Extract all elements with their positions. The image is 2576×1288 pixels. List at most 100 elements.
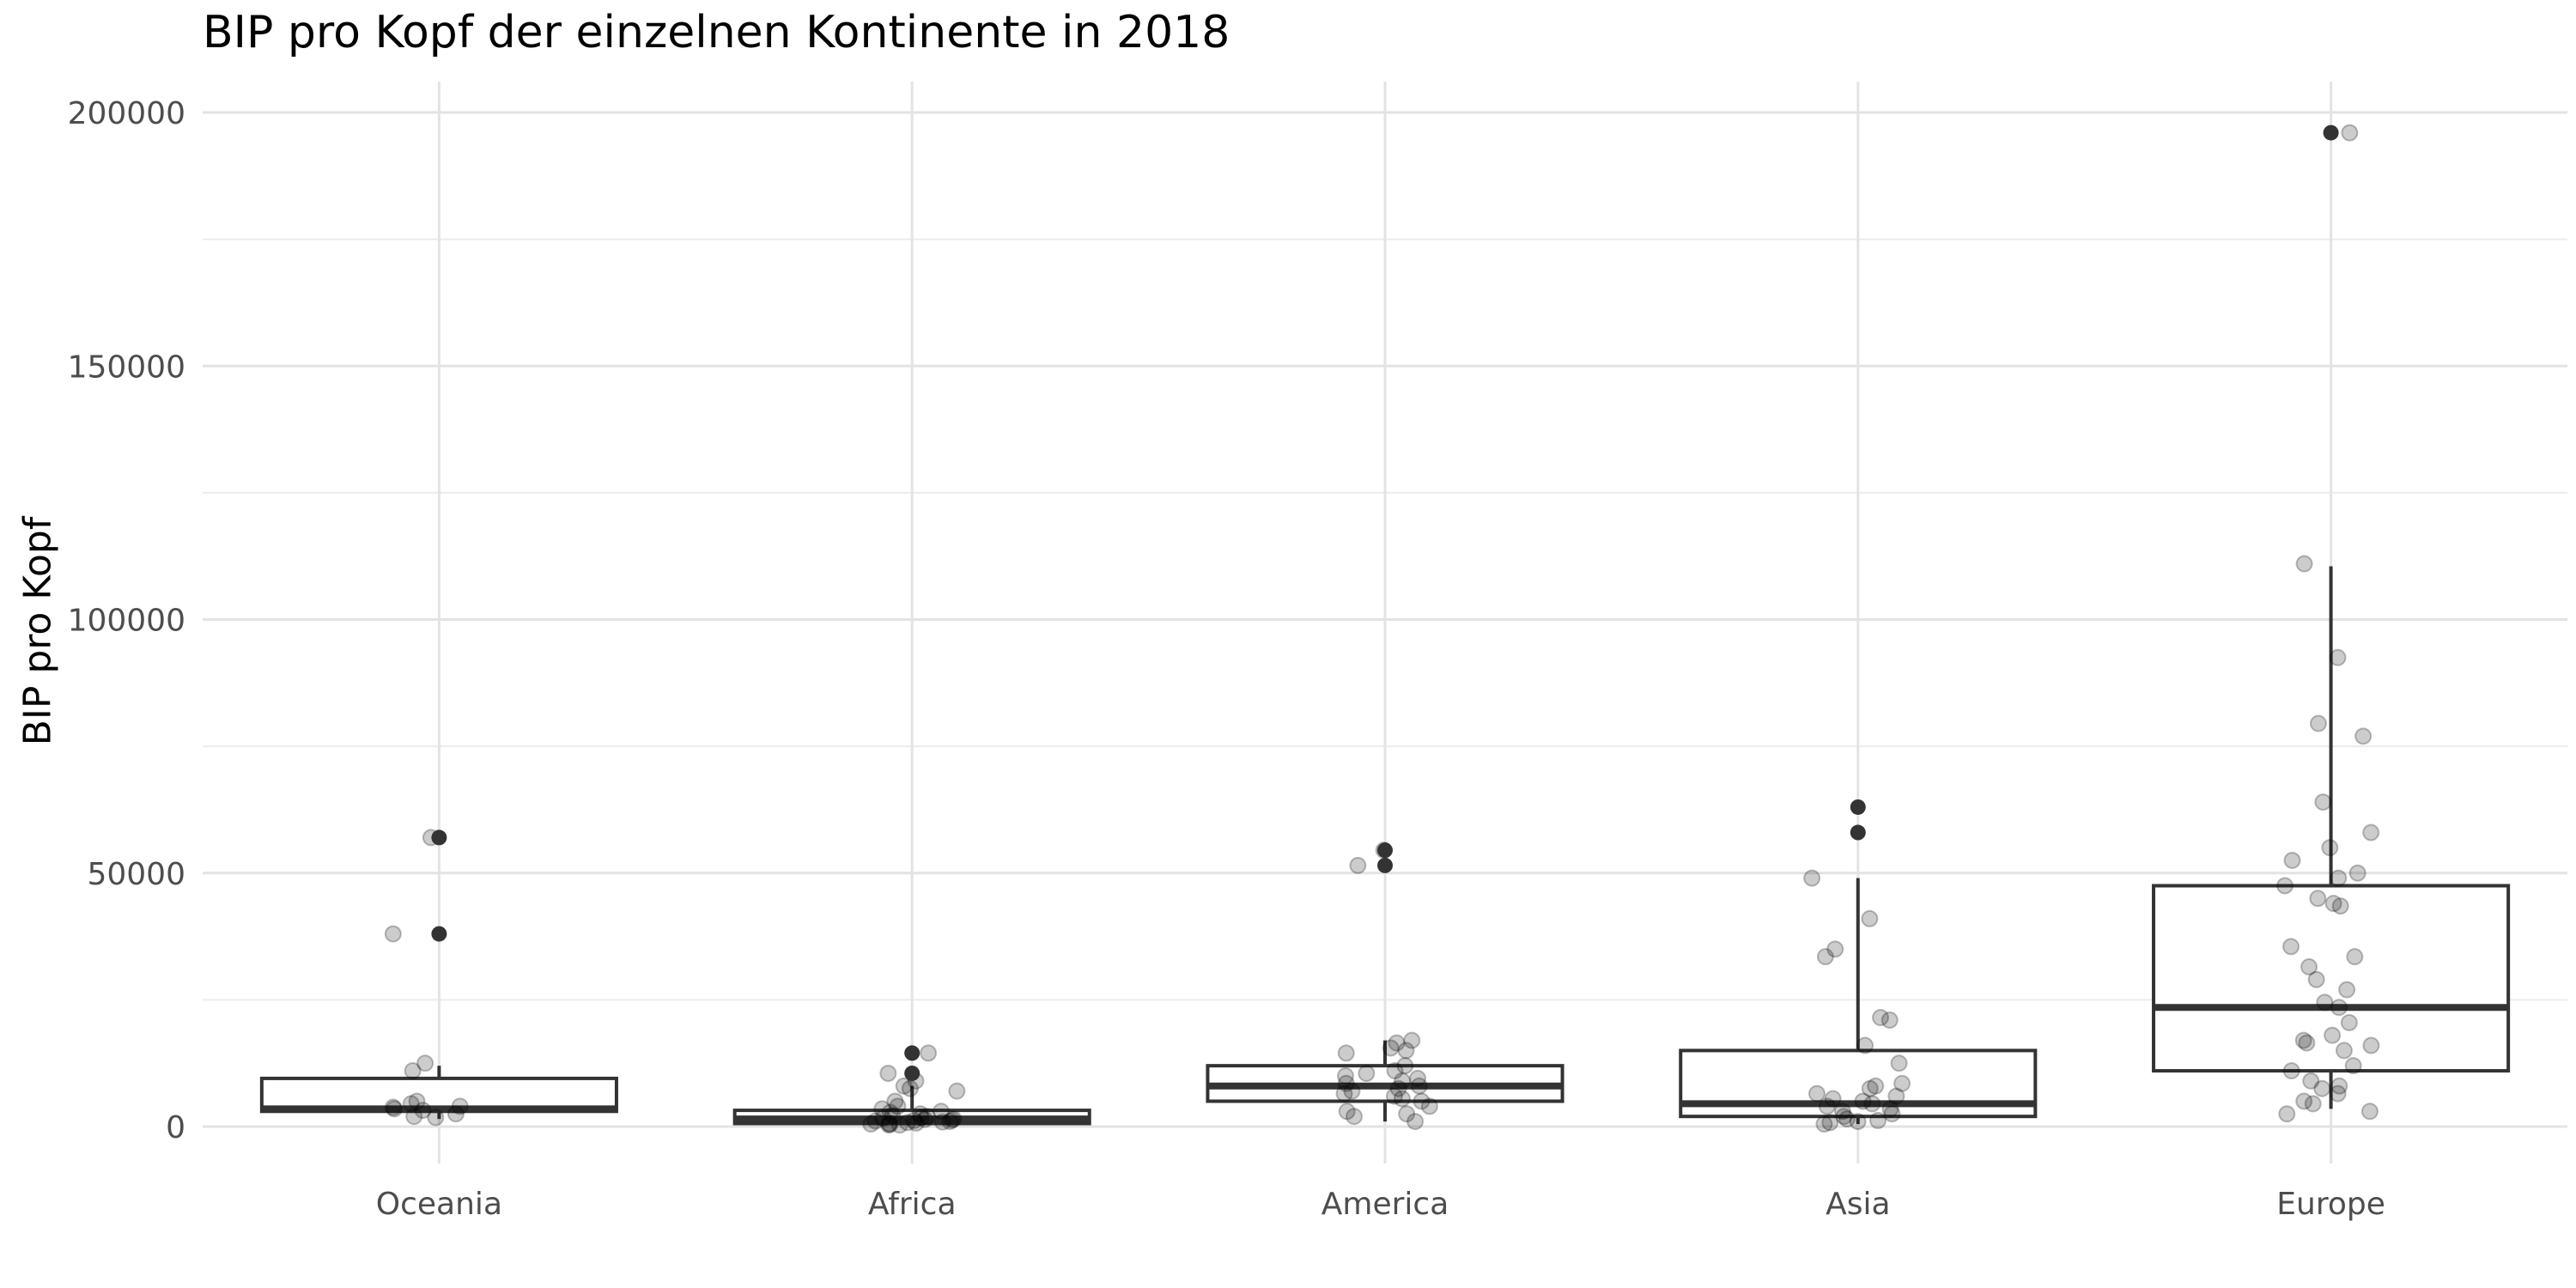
jitter-point	[933, 1113, 951, 1131]
jitter-point	[1867, 1077, 1885, 1095]
jitter-point	[1838, 1110, 1856, 1128]
jitter-point	[2331, 897, 2349, 915]
jitter-point	[2309, 714, 2327, 732]
jitter-point	[1880, 1011, 1899, 1029]
outlier-point	[1850, 824, 1866, 841]
jitter-point	[2313, 1079, 2331, 1097]
jitter-point	[402, 1095, 420, 1113]
jitter-point	[427, 1109, 445, 1127]
jitter-point	[1816, 948, 1834, 966]
jitter-point	[1807, 1084, 1826, 1103]
jitter-point	[2341, 124, 2359, 142]
jitter-point	[1872, 1009, 1890, 1027]
outlier-point	[1850, 799, 1866, 815]
jitter-point	[1833, 1103, 1851, 1121]
jitter-point	[2330, 999, 2348, 1017]
jitter-point	[2330, 1077, 2348, 1095]
jitter-point	[2300, 957, 2318, 975]
jitter-point	[1803, 869, 1821, 887]
outlier-point	[1377, 857, 1393, 873]
jitter-point	[1386, 1062, 1404, 1080]
jitter-point	[1393, 1090, 1411, 1108]
jitter-point	[890, 1116, 908, 1134]
jitter-point	[1818, 1097, 1836, 1115]
jitter-point	[1863, 1095, 1881, 1113]
jitter-point	[2295, 1092, 2313, 1110]
jitter-point	[886, 1092, 904, 1110]
chart-title: BIP pro Kopf der einzelnen Kontinente in…	[203, 7, 1230, 58]
jitter-point	[2304, 1095, 2322, 1113]
jitter-point	[2329, 648, 2347, 666]
jitter-point	[1821, 1114, 1839, 1132]
jitter-point	[901, 1079, 919, 1097]
jitter-point	[1893, 1074, 1911, 1092]
jitter-point	[1824, 1090, 1842, 1108]
x-tick-label: Europe	[2276, 1187, 2385, 1222]
jitter-point	[2298, 1034, 2316, 1052]
jitter-point	[866, 1112, 884, 1130]
x-tick-label: Asia	[1826, 1187, 1890, 1222]
jitter-point	[2307, 970, 2325, 988]
jitter-point	[879, 1064, 897, 1082]
jitter-point	[916, 1110, 934, 1128]
jitter-point	[1398, 1105, 1416, 1123]
outlier-point	[904, 1045, 920, 1061]
jitter-point	[1883, 1105, 1901, 1123]
jitter-point	[1854, 1092, 1872, 1110]
jitter-point	[2302, 1072, 2320, 1090]
jitter-point	[1856, 1036, 1874, 1054]
outlier-point	[431, 829, 447, 846]
jitter-point	[945, 1110, 963, 1128]
jitter-point	[1349, 856, 1367, 874]
jitter-point	[416, 1054, 434, 1072]
outlier-point	[431, 926, 447, 942]
box-europe	[2152, 884, 2511, 1073]
jitter-point	[907, 1114, 925, 1132]
jitter-point	[2321, 839, 2339, 857]
jitter-point	[880, 1115, 898, 1133]
jitter-point	[1420, 1097, 1438, 1115]
jitter-point	[905, 1111, 923, 1129]
jitter-point	[386, 1100, 404, 1118]
jitter-point	[873, 1100, 891, 1118]
jitter-point	[1397, 1042, 1415, 1060]
jitter-point	[1890, 1054, 1908, 1072]
jitter-point	[881, 1103, 899, 1121]
outlier-point	[1377, 842, 1393, 859]
jitter-point	[1337, 1044, 1355, 1062]
jitter-point	[2335, 1042, 2353, 1060]
jitter-point	[912, 1109, 930, 1127]
jitter-point	[1861, 1079, 1879, 1097]
jitter-point	[1887, 1087, 1905, 1105]
jitter-point	[911, 1105, 929, 1123]
jitter-point	[2329, 1084, 2347, 1103]
jitter-point	[1815, 1115, 1833, 1133]
jitter-point	[447, 1105, 465, 1123]
jitter-point	[2309, 890, 2327, 908]
jitter-point	[2282, 938, 2300, 956]
jitter-point	[948, 1082, 966, 1100]
jitter-point	[1406, 1113, 1425, 1131]
jitter-point	[404, 1062, 422, 1080]
jitter-point	[2282, 1062, 2300, 1080]
jitter-point	[414, 1102, 432, 1120]
jitter-point	[2338, 981, 2356, 999]
jitter-point	[2324, 895, 2342, 913]
jitter-point	[2316, 993, 2334, 1012]
jitter-point	[1413, 1092, 1431, 1110]
jitter-point	[1358, 1064, 1376, 1082]
jitter-point	[1835, 1108, 1853, 1126]
jitter-point	[2362, 1036, 2380, 1054]
jitter-point	[405, 1108, 423, 1126]
jitter-point	[920, 1044, 938, 1062]
jitter-point	[1385, 1087, 1403, 1105]
jitter-point	[898, 1114, 916, 1132]
jitter-point	[1881, 1100, 1899, 1118]
jitter-point	[879, 1115, 897, 1133]
jitter-point	[2283, 851, 2301, 869]
jitter-point	[884, 1107, 902, 1125]
jitter-point	[2340, 1013, 2358, 1031]
jitter-point	[2276, 877, 2294, 895]
jitter-point	[1394, 1072, 1412, 1090]
jitter-point	[2362, 823, 2380, 841]
